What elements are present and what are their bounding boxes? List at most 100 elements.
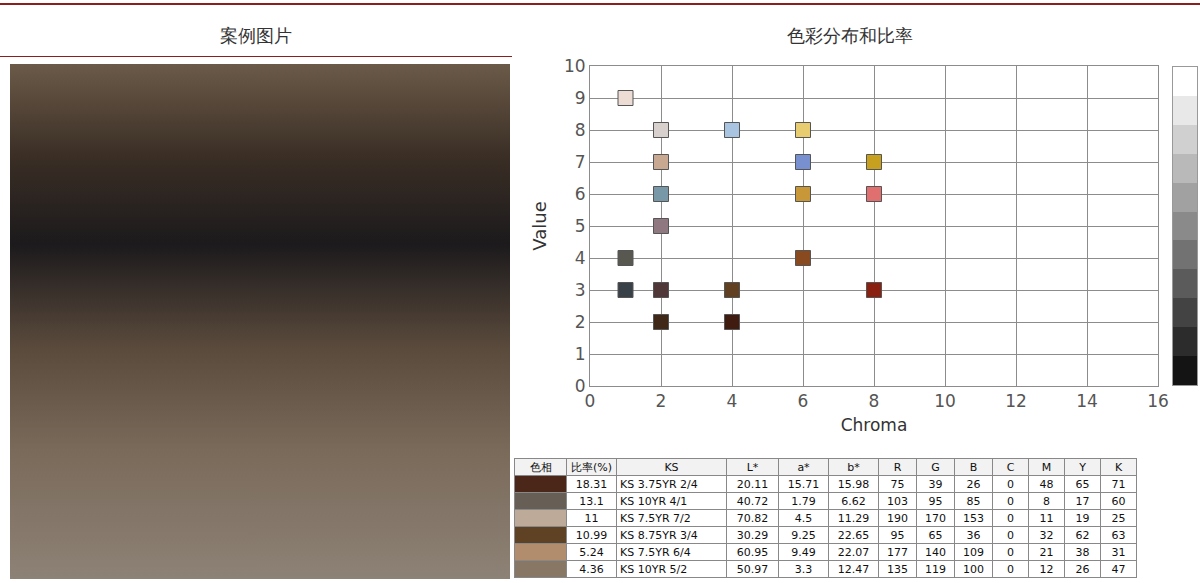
html-text:色相: 色相: [529, 460, 552, 474]
svg-text:10: 10: [564, 56, 586, 76]
html-text:170: 170: [925, 511, 946, 525]
html-text:11: 11: [1039, 511, 1054, 525]
html-text:12.47: 12.47: [837, 562, 870, 576]
html-text:15.71: 15.71: [787, 477, 820, 491]
html-text:案例图片: 案例图片: [220, 25, 292, 46]
html-text:109: 109: [963, 545, 984, 559]
html-text:12: 12: [1039, 562, 1054, 576]
html-text:60.95: 60.95: [736, 545, 769, 559]
svg-text:9: 9: [575, 88, 586, 108]
html-text:1.79: 1.79: [791, 494, 816, 508]
html-text:a*: a*: [797, 460, 810, 474]
html-text:85: 85: [966, 494, 981, 508]
svg-text:12: 12: [1005, 391, 1027, 411]
html-text:47: 47: [1111, 562, 1126, 576]
svg-text:7: 7: [575, 152, 586, 172]
html-text:26: 26: [966, 477, 981, 491]
html-text:62: 62: [1075, 528, 1090, 542]
html-text:13.1: 13.1: [579, 494, 604, 508]
html-text:L*: L*: [746, 460, 759, 474]
html-text:6.62: 6.62: [841, 494, 866, 508]
svg-text:5: 5: [575, 216, 586, 236]
html-text:KS 7.5YR 7/2: KS 7.5YR 7/2: [620, 511, 691, 525]
html-text:KS: KS: [664, 460, 679, 474]
html-text:M: M: [1041, 460, 1052, 474]
svg-text:0: 0: [585, 391, 596, 411]
html-text:色彩分布和比率: 色彩分布和比率: [787, 25, 913, 46]
html-text:9.49: 9.49: [791, 545, 816, 559]
html-text:11.29: 11.29: [837, 511, 870, 525]
svg-text:6: 6: [575, 184, 586, 204]
html-text:17: 17: [1075, 494, 1090, 508]
svg-text:14: 14: [1076, 391, 1098, 411]
svg-text:Chroma: Chroma: [841, 415, 908, 435]
html-text:190: 190: [887, 511, 908, 525]
html-text:11: 11: [584, 511, 599, 525]
html-text:48: 48: [1039, 477, 1054, 491]
html-text:153: 153: [963, 511, 984, 525]
svg-text:8: 8: [869, 391, 880, 411]
html-text:38: 38: [1075, 545, 1090, 559]
html-text:71: 71: [1111, 477, 1126, 491]
html-text:KS 7.5YR 6/4: KS 7.5YR 6/4: [620, 545, 691, 559]
html-text:18.31: 18.31: [575, 477, 608, 491]
svg-text:0: 0: [575, 376, 586, 396]
html-text:KS 8.75YR 3/4: KS 8.75YR 3/4: [620, 528, 698, 542]
html-text:119: 119: [925, 562, 946, 576]
html-text:15.98: 15.98: [837, 477, 870, 491]
html-text:65: 65: [928, 528, 943, 542]
html-text:36: 36: [966, 528, 981, 542]
html-text:30.29: 30.29: [736, 528, 769, 542]
svg-text:3: 3: [575, 280, 586, 300]
html-text:KS 10YR 5/2: KS 10YR 5/2: [620, 562, 688, 576]
html-text:177: 177: [887, 545, 908, 559]
html-text:4.5: 4.5: [794, 511, 813, 525]
html-text:22.07: 22.07: [837, 545, 870, 559]
html-text:39: 39: [928, 477, 943, 491]
svg-text:4: 4: [575, 248, 586, 268]
html-text:40.72: 40.72: [736, 494, 769, 508]
html-text:G: G: [931, 460, 940, 474]
html-text:9.25: 9.25: [791, 528, 816, 542]
html-text:KS 3.75YR 2/4: KS 3.75YR 2/4: [620, 477, 698, 491]
html-text:KS 10YR 4/1: KS 10YR 4/1: [620, 494, 688, 508]
html-text:4.36: 4.36: [579, 562, 604, 576]
html-text:140: 140: [925, 545, 946, 559]
svg-text:2: 2: [575, 312, 586, 332]
html-text:10.99: 10.99: [575, 528, 608, 542]
html-text:103: 103: [887, 494, 908, 508]
html-text:50.97: 50.97: [736, 562, 769, 576]
html-text:R: R: [893, 460, 902, 474]
svg-text:16: 16: [1147, 391, 1169, 411]
svg-text:2: 2: [656, 391, 667, 411]
html-text:95: 95: [890, 528, 905, 542]
html-text:B: B: [969, 460, 978, 474]
html-text:63: 63: [1111, 528, 1126, 542]
html-text:26: 26: [1075, 562, 1090, 576]
html-text:31: 31: [1111, 545, 1126, 559]
html-text:75: 75: [890, 477, 905, 491]
html-text:21: 21: [1039, 545, 1054, 559]
html-text:C: C: [1006, 460, 1015, 474]
svg-text:6: 6: [798, 391, 809, 411]
html-text:22.65: 22.65: [837, 528, 870, 542]
html-text:70.82: 70.82: [736, 511, 769, 525]
html-text:135: 135: [887, 562, 908, 576]
html-text:5.24: 5.24: [579, 545, 604, 559]
svg-text:4: 4: [727, 391, 738, 411]
html-text:3.3: 3.3: [794, 562, 813, 576]
svg-text:8: 8: [575, 120, 586, 140]
svg-text:10: 10: [934, 391, 956, 411]
html-text:95: 95: [928, 494, 943, 508]
html-text:b*: b*: [847, 460, 860, 474]
html-text:65: 65: [1075, 477, 1090, 491]
html-text:32: 32: [1039, 528, 1054, 542]
svg-text:1: 1: [575, 344, 586, 364]
svg-text:Value: Value: [529, 201, 550, 250]
html-text:25: 25: [1111, 511, 1126, 525]
html-text:19: 19: [1075, 511, 1090, 525]
html-text:60: 60: [1111, 494, 1126, 508]
html-text:100: 100: [963, 562, 984, 576]
html-text:比率(%): 比率(%): [571, 460, 612, 474]
html-text:20.11: 20.11: [736, 477, 769, 491]
